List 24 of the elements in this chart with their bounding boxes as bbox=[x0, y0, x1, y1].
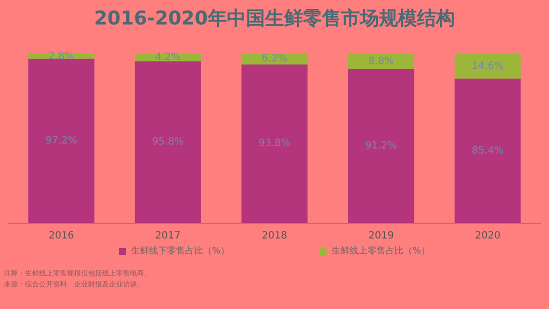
x-tick-label: 2018 bbox=[262, 230, 288, 242]
legend-label: 生鲜线上零售占比（%） bbox=[332, 246, 430, 256]
bar bbox=[348, 68, 414, 223]
data-label: 14.6% bbox=[472, 60, 504, 72]
bar bbox=[454, 54, 521, 79]
x-tick-label: 2020 bbox=[474, 230, 500, 242]
data-label: 6.2% bbox=[262, 54, 288, 65]
bar bbox=[241, 64, 308, 223]
x-tick-label: 2016 bbox=[48, 230, 74, 242]
bar bbox=[348, 54, 414, 69]
chart-title: 2016-2020年中国生鲜零售市场规模结构 bbox=[94, 8, 455, 30]
data-label: 85.4% bbox=[472, 145, 504, 156]
x-tick-label: 2017 bbox=[155, 230, 181, 242]
data-label: 91.2% bbox=[365, 140, 397, 152]
legend-label: 生鲜线下零售占比（%） bbox=[130, 246, 230, 256]
bar bbox=[134, 61, 201, 223]
data-label: 8.8% bbox=[368, 56, 394, 67]
data-label: 93.8% bbox=[258, 138, 290, 150]
data-label: 4.2% bbox=[155, 52, 181, 64]
data-label: 95.8% bbox=[152, 136, 184, 148]
data-label: 97.2% bbox=[45, 135, 78, 146]
bar bbox=[28, 58, 94, 223]
x-tick-label: 2019 bbox=[368, 230, 394, 242]
bar bbox=[454, 78, 521, 223]
